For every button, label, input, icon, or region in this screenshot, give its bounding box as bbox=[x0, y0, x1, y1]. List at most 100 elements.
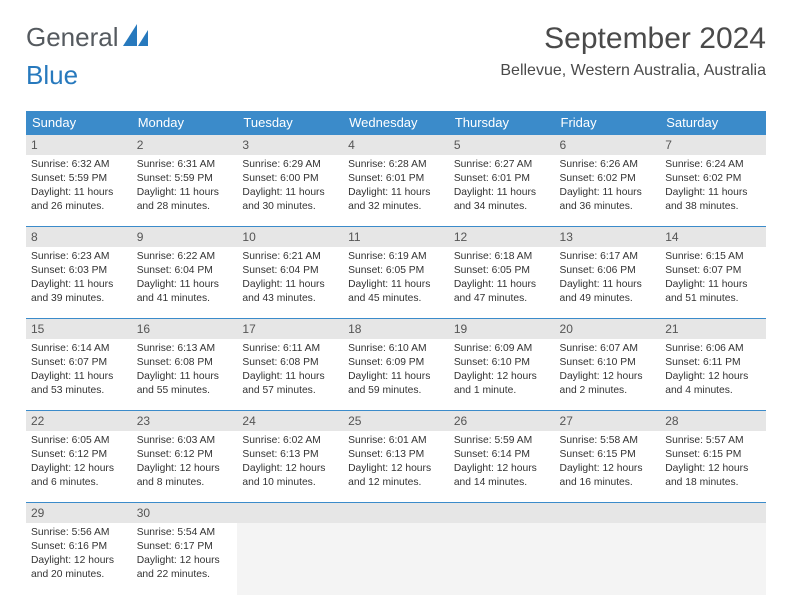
day-number: 22 bbox=[26, 411, 132, 431]
day-number: 25 bbox=[343, 411, 449, 431]
daylight-line1: Daylight: 11 hours bbox=[348, 370, 444, 384]
daylight-line1: Daylight: 11 hours bbox=[665, 278, 761, 292]
daylight-line1: Daylight: 12 hours bbox=[560, 370, 656, 384]
day-number bbox=[343, 503, 449, 523]
day-cell: 28Sunrise: 5:57 AMSunset: 6:15 PMDayligh… bbox=[660, 411, 766, 503]
sunrise-text: Sunrise: 5:56 AM bbox=[31, 526, 127, 540]
day-info: Sunrise: 6:15 AMSunset: 6:07 PMDaylight:… bbox=[660, 247, 766, 308]
sunrise-text: Sunrise: 6:32 AM bbox=[31, 158, 127, 172]
daylight-line1: Daylight: 11 hours bbox=[454, 186, 550, 200]
day-number: 14 bbox=[660, 227, 766, 247]
calendar-body: 1Sunrise: 6:32 AMSunset: 5:59 PMDaylight… bbox=[26, 135, 766, 595]
daylight-line2: and 22 minutes. bbox=[137, 568, 233, 582]
title-block: September 2024 Bellevue, Western Austral… bbox=[500, 22, 766, 80]
day-number: 27 bbox=[555, 411, 661, 431]
day-info: Sunrise: 5:58 AMSunset: 6:15 PMDaylight:… bbox=[555, 431, 661, 492]
dow-monday: Monday bbox=[132, 111, 238, 135]
day-cell: 25Sunrise: 6:01 AMSunset: 6:13 PMDayligh… bbox=[343, 411, 449, 503]
day-number: 8 bbox=[26, 227, 132, 247]
day-info: Sunrise: 6:10 AMSunset: 6:09 PMDaylight:… bbox=[343, 339, 449, 400]
daylight-line2: and 39 minutes. bbox=[31, 292, 127, 306]
daylight-line1: Daylight: 11 hours bbox=[137, 370, 233, 384]
sunrise-text: Sunrise: 5:54 AM bbox=[137, 526, 233, 540]
day-cell: 17Sunrise: 6:11 AMSunset: 6:08 PMDayligh… bbox=[237, 319, 343, 411]
day-number bbox=[660, 503, 766, 523]
day-number: 5 bbox=[449, 135, 555, 155]
day-cell: 6Sunrise: 6:26 AMSunset: 6:02 PMDaylight… bbox=[555, 135, 661, 227]
sunset-text: Sunset: 6:05 PM bbox=[454, 264, 550, 278]
day-number: 13 bbox=[555, 227, 661, 247]
sunrise-text: Sunrise: 6:14 AM bbox=[31, 342, 127, 356]
dow-saturday: Saturday bbox=[660, 111, 766, 135]
day-info: Sunrise: 6:31 AMSunset: 5:59 PMDaylight:… bbox=[132, 155, 238, 216]
dow-wednesday: Wednesday bbox=[343, 111, 449, 135]
day-cell: 4Sunrise: 6:28 AMSunset: 6:01 PMDaylight… bbox=[343, 135, 449, 227]
daylight-line1: Daylight: 12 hours bbox=[665, 462, 761, 476]
daylight-line2: and 26 minutes. bbox=[31, 200, 127, 214]
sunrise-text: Sunrise: 6:11 AM bbox=[242, 342, 338, 356]
day-cell bbox=[555, 503, 661, 595]
day-number: 17 bbox=[237, 319, 343, 339]
daylight-line1: Daylight: 11 hours bbox=[137, 278, 233, 292]
sunrise-text: Sunrise: 6:27 AM bbox=[454, 158, 550, 172]
sunrise-text: Sunrise: 6:19 AM bbox=[348, 250, 444, 264]
daylight-line1: Daylight: 11 hours bbox=[31, 278, 127, 292]
day-number: 9 bbox=[132, 227, 238, 247]
sunset-text: Sunset: 6:11 PM bbox=[665, 356, 761, 370]
sunset-text: Sunset: 6:03 PM bbox=[31, 264, 127, 278]
daylight-line2: and 43 minutes. bbox=[242, 292, 338, 306]
sunset-text: Sunset: 6:02 PM bbox=[665, 172, 761, 186]
dow-sunday: Sunday bbox=[26, 111, 132, 135]
day-info: Sunrise: 5:57 AMSunset: 6:15 PMDaylight:… bbox=[660, 431, 766, 492]
day-cell: 15Sunrise: 6:14 AMSunset: 6:07 PMDayligh… bbox=[26, 319, 132, 411]
page-subtitle: Bellevue, Western Australia, Australia bbox=[500, 62, 766, 80]
sunrise-text: Sunrise: 6:28 AM bbox=[348, 158, 444, 172]
daylight-line2: and 57 minutes. bbox=[242, 384, 338, 398]
sunrise-text: Sunrise: 6:22 AM bbox=[137, 250, 233, 264]
day-cell: 11Sunrise: 6:19 AMSunset: 6:05 PMDayligh… bbox=[343, 227, 449, 319]
day-number: 3 bbox=[237, 135, 343, 155]
day-cell: 2Sunrise: 6:31 AMSunset: 5:59 PMDaylight… bbox=[132, 135, 238, 227]
day-info: Sunrise: 6:28 AMSunset: 6:01 PMDaylight:… bbox=[343, 155, 449, 216]
day-number: 12 bbox=[449, 227, 555, 247]
daylight-line2: and 12 minutes. bbox=[348, 476, 444, 490]
daylight-line1: Daylight: 11 hours bbox=[560, 186, 656, 200]
sunset-text: Sunset: 6:08 PM bbox=[242, 356, 338, 370]
sunrise-text: Sunrise: 5:58 AM bbox=[560, 434, 656, 448]
daylight-line2: and 41 minutes. bbox=[137, 292, 233, 306]
sunset-text: Sunset: 5:59 PM bbox=[31, 172, 127, 186]
sunrise-text: Sunrise: 6:13 AM bbox=[137, 342, 233, 356]
dow-friday: Friday bbox=[555, 111, 661, 135]
daylight-line2: and 16 minutes. bbox=[560, 476, 656, 490]
day-info: Sunrise: 6:03 AMSunset: 6:12 PMDaylight:… bbox=[132, 431, 238, 492]
daylight-line1: Daylight: 11 hours bbox=[31, 186, 127, 200]
week-row: 15Sunrise: 6:14 AMSunset: 6:07 PMDayligh… bbox=[26, 319, 766, 411]
logo-text-2: Blue bbox=[26, 60, 78, 91]
daylight-line2: and 2 minutes. bbox=[560, 384, 656, 398]
sunset-text: Sunset: 6:01 PM bbox=[348, 172, 444, 186]
day-number: 6 bbox=[555, 135, 661, 155]
day-number: 1 bbox=[26, 135, 132, 155]
day-number bbox=[237, 503, 343, 523]
sunset-text: Sunset: 6:15 PM bbox=[665, 448, 761, 462]
logo-sail-icon bbox=[123, 22, 149, 53]
day-cell: 21Sunrise: 6:06 AMSunset: 6:11 PMDayligh… bbox=[660, 319, 766, 411]
logo-text-1: General bbox=[26, 22, 119, 53]
sunset-text: Sunset: 6:07 PM bbox=[665, 264, 761, 278]
sunset-text: Sunset: 6:10 PM bbox=[560, 356, 656, 370]
day-info: Sunrise: 6:02 AMSunset: 6:13 PMDaylight:… bbox=[237, 431, 343, 492]
sunset-text: Sunset: 6:05 PM bbox=[348, 264, 444, 278]
day-info: Sunrise: 6:14 AMSunset: 6:07 PMDaylight:… bbox=[26, 339, 132, 400]
sunrise-text: Sunrise: 6:18 AM bbox=[454, 250, 550, 264]
day-info: Sunrise: 6:11 AMSunset: 6:08 PMDaylight:… bbox=[237, 339, 343, 400]
day-number bbox=[555, 503, 661, 523]
day-number: 21 bbox=[660, 319, 766, 339]
day-info: Sunrise: 5:59 AMSunset: 6:14 PMDaylight:… bbox=[449, 431, 555, 492]
day-info: Sunrise: 6:32 AMSunset: 5:59 PMDaylight:… bbox=[26, 155, 132, 216]
sunrise-text: Sunrise: 6:10 AM bbox=[348, 342, 444, 356]
sunrise-text: Sunrise: 6:02 AM bbox=[242, 434, 338, 448]
daylight-line2: and 6 minutes. bbox=[31, 476, 127, 490]
daylight-line1: Daylight: 12 hours bbox=[454, 370, 550, 384]
daylight-line2: and 53 minutes. bbox=[31, 384, 127, 398]
sunrise-text: Sunrise: 6:21 AM bbox=[242, 250, 338, 264]
